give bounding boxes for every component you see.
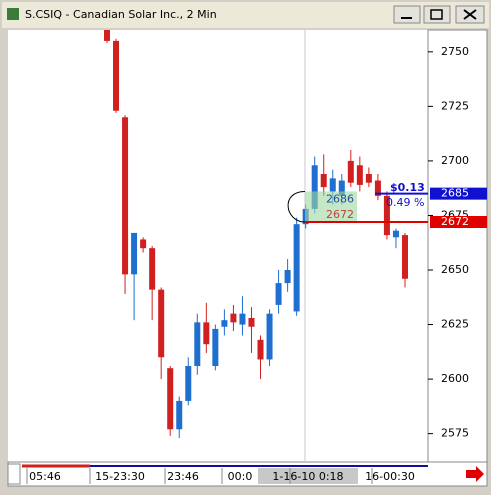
measure-curve [287,190,306,223]
candle-body [347,160,354,183]
candle-body [248,318,255,327]
candle-body [401,235,408,279]
candle-body [104,30,110,41]
price-marker-label: 2672 [441,215,469,228]
y-tick-label: 2700 [441,154,469,167]
candle-body [284,270,291,284]
y-tick-label: 2725 [441,99,469,112]
time-label: 16-00:30 [365,470,415,483]
time-label: 05:46 [29,470,61,483]
measure-high-label: 2686 [326,192,354,205]
time-label: 15-23:30 [95,470,145,483]
y-tick-label: 2650 [441,263,469,276]
candle-body [374,180,381,196]
candle-body [356,165,363,185]
candle-body [113,40,120,111]
price-marker-label: 2685 [441,187,469,200]
candle-body [383,195,390,236]
maximize-icon [430,9,443,20]
candle-body [149,248,156,290]
time-label: 00:0 [228,470,253,483]
candle-body [365,174,372,183]
candle-body [140,239,147,249]
candle-body [329,178,336,192]
candle-body [257,339,264,360]
maximize-button[interactable] [423,5,451,24]
percent-label: 0.49 % [386,196,424,209]
candle-body [221,320,228,327]
candle-body [239,313,246,325]
candle-body [230,313,237,323]
candle-body [158,289,165,358]
candle-body [266,313,273,360]
price-marker [430,216,487,228]
price-axis [427,29,488,463]
minimize-button[interactable] [393,5,421,24]
scroll-box[interactable] [7,463,21,485]
candle-body [194,322,201,366]
plot-area [8,30,428,462]
candle-body [320,174,327,188]
window-title: S.CSIQ - Canadian Solar Inc., 2 Min [25,8,217,21]
y-tick-label: 2600 [441,372,469,385]
window-buttons[interactable] [393,5,485,24]
price-marker [430,187,487,200]
candle-body [185,366,192,401]
time-label: 23:46 [167,470,199,483]
candle-body [167,368,174,430]
candle-body [131,232,138,275]
time-highlight [258,468,358,484]
candle-body [275,283,282,305]
y-tick-label: 2625 [441,318,469,331]
candle-body [203,322,210,345]
window-icon [7,8,19,20]
y-tick-label: 2575 [441,427,469,440]
candle-body [293,224,300,312]
y-tick-label: 2750 [441,45,469,58]
scroll-right-arrow[interactable] [466,466,484,482]
candle-body [311,165,318,209]
candle-body [122,117,129,275]
change-label: $0.13 [390,181,425,194]
candle-body [392,230,399,238]
close-icon [463,9,477,20]
candle-body [212,328,219,366]
candle-body [338,180,345,196]
measure-box [305,191,357,222]
measure-low-label: 2672 [326,208,354,221]
candle-body [176,400,183,430]
time-label: 1-16-10 0:18 [272,470,343,483]
